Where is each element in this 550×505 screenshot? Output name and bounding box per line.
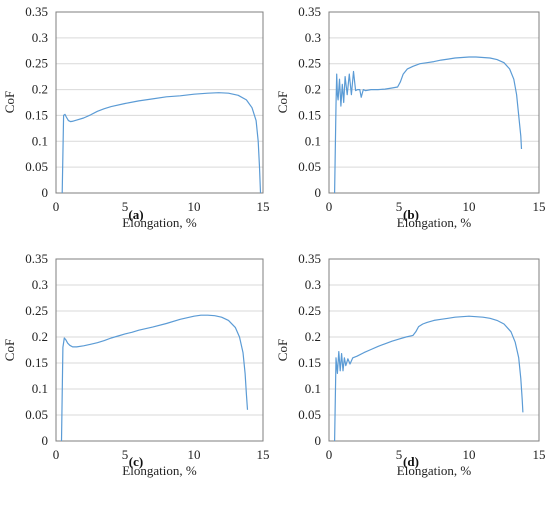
y-tick-label: 0.2: [305, 329, 321, 344]
y-axis-label: CoF: [2, 339, 17, 361]
y-tick-label: 0.2: [305, 82, 321, 97]
x-axis-label: Elongation, %: [122, 463, 197, 478]
y-tick-label: 0.05: [25, 159, 48, 174]
series-line: [61, 92, 262, 194]
y-tick-label: 0.15: [298, 107, 321, 122]
y-tick-label: 0.15: [25, 355, 48, 370]
y-tick-label: 0: [42, 185, 49, 200]
panel-label-b: (b): [403, 207, 419, 222]
y-tick-label: 0.2: [32, 82, 48, 97]
plot-frame: [328, 258, 540, 442]
plot-frame: [55, 258, 264, 442]
x-tick-label: 10: [463, 447, 476, 462]
y-tick-label: 0.1: [305, 381, 321, 396]
x-tick-label: 10: [463, 199, 476, 214]
y-tick-label: 0.25: [25, 303, 48, 318]
y-axis-label: CoF: [275, 339, 290, 361]
y-tick-label: 0.3: [305, 277, 321, 292]
y-tick-label: 0: [315, 433, 322, 448]
panel-label-a: (a): [128, 207, 143, 222]
y-tick-label: 0.05: [298, 159, 321, 174]
x-tick-label: 0: [326, 199, 333, 214]
y-tick-label: 0.35: [25, 4, 48, 19]
y-tick-label: 0.3: [305, 30, 321, 45]
y-tick-label: 0.3: [32, 277, 48, 292]
y-tick-label: 0.35: [298, 4, 321, 19]
y-tick-label: 0.35: [298, 251, 321, 266]
series-line: [334, 56, 523, 194]
x-tick-label: 0: [326, 447, 333, 462]
chart-panel-a: 0 0.05 0.1 0.15 0.2 0.25 0.3 0.35 0 5 10 15 Elongati…: [2, 4, 270, 230]
y-tick-label: 0.05: [25, 407, 48, 422]
x-tick-label: 10: [188, 447, 201, 462]
y-tick-label: 0.05: [298, 407, 321, 422]
x-tick-label: 0: [53, 447, 60, 462]
plot-frame: [328, 11, 540, 194]
y-tick-label: 0.15: [25, 107, 48, 122]
y-tick-label: 0.1: [305, 133, 321, 148]
y-tick-label: 0.35: [25, 251, 48, 266]
y-tick-label: 0.1: [32, 381, 48, 396]
y-tick-label: 0.25: [298, 56, 321, 71]
x-axis-label: Elongation, %: [397, 463, 472, 478]
x-tick-label: 5: [122, 447, 129, 462]
y-tick-label: 0.3: [32, 30, 48, 45]
y-tick-label: 0.25: [25, 56, 48, 71]
chart-panel-d: 0 0.05 0.1 0.15 0.2 0.25 0.3 0.35 0 5 10 15 Elongati…: [275, 251, 546, 478]
panel-label-c: (c): [129, 454, 143, 469]
y-tick-label: 0.1: [32, 133, 48, 148]
x-tick-label: 10: [188, 199, 201, 214]
series-line: [60, 314, 249, 442]
plot-frame: [55, 11, 264, 194]
y-tick-label: 0.15: [298, 355, 321, 370]
y-axis-label: CoF: [275, 91, 290, 113]
x-tick-label: 5: [396, 199, 403, 214]
x-tick-label: 0: [53, 199, 60, 214]
panel-label-d: (d): [403, 454, 419, 469]
chart-panel-c: 0 0.05 0.1 0.15 0.2 0.25 0.3 0.35 0 5 10 15 Elongati…: [2, 251, 270, 478]
y-tick-label: 0.25: [298, 303, 321, 318]
x-tick-label: 15: [533, 199, 546, 214]
x-axis-label: Elongation, %: [397, 215, 472, 230]
chart-panel-b: 0 0.05 0.1 0.15 0.2 0.25 0.3 0.35 0 5 10 15 Elongati…: [275, 4, 546, 230]
x-tick-label: 15: [257, 447, 270, 462]
x-tick-label: 15: [533, 447, 546, 462]
y-tick-label: 0: [42, 433, 49, 448]
x-tick-label: 15: [257, 199, 270, 214]
x-tick-label: 5: [396, 447, 403, 462]
x-axis-label: Elongation, %: [122, 215, 197, 230]
y-axis-label: CoF: [2, 91, 17, 113]
y-tick-label: 0.2: [32, 329, 48, 344]
series-line: [334, 315, 524, 442]
x-tick-label: 5: [122, 199, 129, 214]
y-tick-label: 0: [315, 185, 322, 200]
